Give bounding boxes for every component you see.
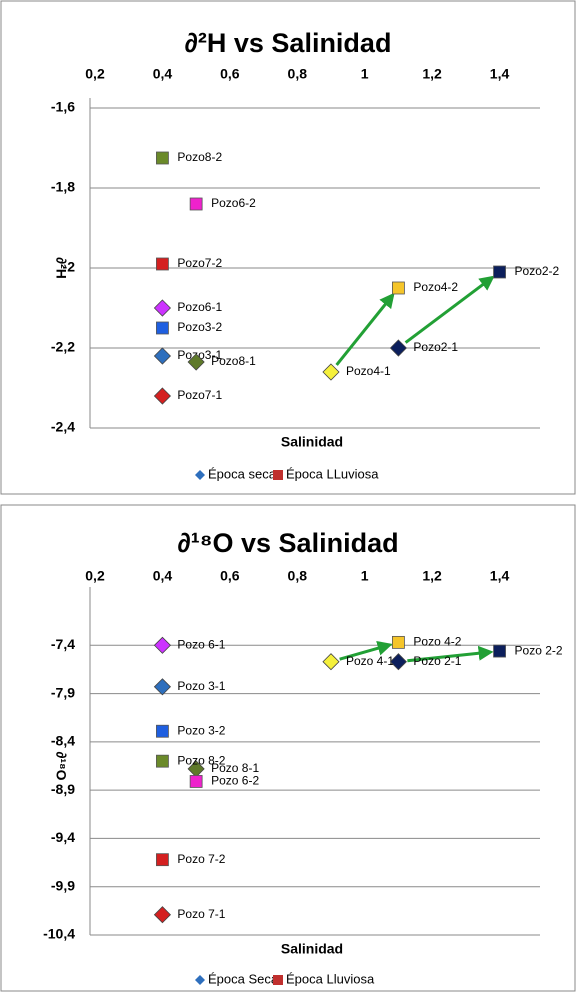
y-tick-label: -2,4 [51,419,75,435]
point-label: Pozo4-2 [413,280,458,294]
legend-marker [195,975,205,985]
y-tick-label: -8,4 [51,733,75,749]
x-tick-label: 1,4 [490,66,510,82]
legend-marker [273,975,283,985]
x-tick-label: 0,4 [153,66,173,82]
point [156,724,169,738]
point [189,197,203,211]
y-tick-label: -9,9 [51,877,75,893]
point-label: Pozo3-2 [177,320,222,334]
chart-title: ∂¹⁸O vs Salinidad [177,528,398,558]
chart-title: ∂²H vs Salinidad [185,28,392,58]
point [392,635,405,649]
y-tick-label: -8,9 [51,781,75,797]
x-tick-label: 0,2 [85,66,105,82]
point-label: Pozo 4-1 [346,654,394,668]
y-tick-label: -2 [63,259,76,275]
point-label: Pozo 7-2 [177,852,225,866]
x-tick-label: 1,2 [422,568,442,584]
arrow [335,292,395,366]
y-tick-label: -7,4 [51,636,75,652]
point-label: Pozo8-2 [177,150,222,164]
point-label: Pozo 8-1 [211,761,259,775]
y-tick-label: -10,4 [43,926,75,942]
point-label: Pozo7-2 [177,256,222,270]
legend-label: Época Lluviosa [286,971,375,986]
point-label: Pozo 2-1 [413,654,461,668]
x-tick-label: 0,6 [220,568,240,584]
x-tick-label: 1,4 [490,568,510,584]
point [322,363,340,381]
arrow [339,640,393,661]
point [189,775,203,788]
point-label: Pozo2-2 [515,264,560,278]
point [156,257,169,271]
legend-marker [195,470,205,480]
x-tick-label: 0,4 [153,568,173,584]
x-tick-label: 1,2 [422,66,442,82]
x-tick-label: 0,8 [288,66,308,82]
point [187,353,205,371]
point [156,853,169,867]
point [153,387,171,405]
point-label: Pozo8-1 [211,354,256,368]
legend-label: Época seca [208,466,277,481]
point-label: Pozo6-1 [177,300,222,314]
y-axis-label: ∂¹⁸O [53,751,69,780]
y-tick-label: -2,2 [51,339,75,355]
point-label: Pozo6-2 [211,196,256,210]
y-tick-label: -1,8 [51,179,75,195]
x-tick-label: 0,2 [85,568,105,584]
x-tick-label: 1 [361,66,369,82]
point-label: Pozo 3-1 [177,679,225,693]
legend-label: Época LLuviosa [286,466,379,481]
point-label: Pozo 7-1 [177,907,225,921]
point [322,653,340,671]
x-tick-label: 1 [361,568,369,584]
y-axis-label: ∂²H [53,257,69,279]
legend-marker [273,470,283,480]
point-label: Pozo2-1 [413,340,458,354]
point [493,265,506,279]
point-label: Pozo 8-2 [177,753,225,767]
point-label: Pozo 6-1 [177,637,225,651]
legend-label: Época Seca [208,971,279,986]
point [156,321,169,335]
x-tick-label: 0,6 [220,66,240,82]
x-tick-label: 0,8 [288,568,308,584]
point [156,151,169,165]
point-label: Pozo 2-2 [515,643,563,657]
chart-frame [0,0,576,495]
point-label: Pozo 4-2 [413,635,461,649]
arrow [404,275,495,344]
point [153,678,171,696]
point [389,339,407,357]
point [156,754,169,768]
point-label: Pozo 3-2 [177,723,225,737]
point [493,644,506,658]
point-label: Pozo3-1 [177,348,222,362]
point-label: Pozo 6-2 [211,774,259,788]
arrow [407,645,494,663]
chart-frame [0,504,576,992]
point [153,636,171,654]
x-axis-label: Salinidad [281,434,343,450]
y-tick-label: -7,9 [51,684,75,700]
point [392,281,405,295]
point [389,653,407,671]
x-axis-label: Salinidad [281,941,343,957]
point [153,906,171,924]
y-tick-label: -1,6 [51,99,75,115]
point-label: Pozo7-1 [177,388,222,402]
point [153,347,171,365]
point [153,299,171,317]
y-tick-label: -9,4 [51,829,75,845]
point-label: Pozo4-1 [346,364,391,378]
